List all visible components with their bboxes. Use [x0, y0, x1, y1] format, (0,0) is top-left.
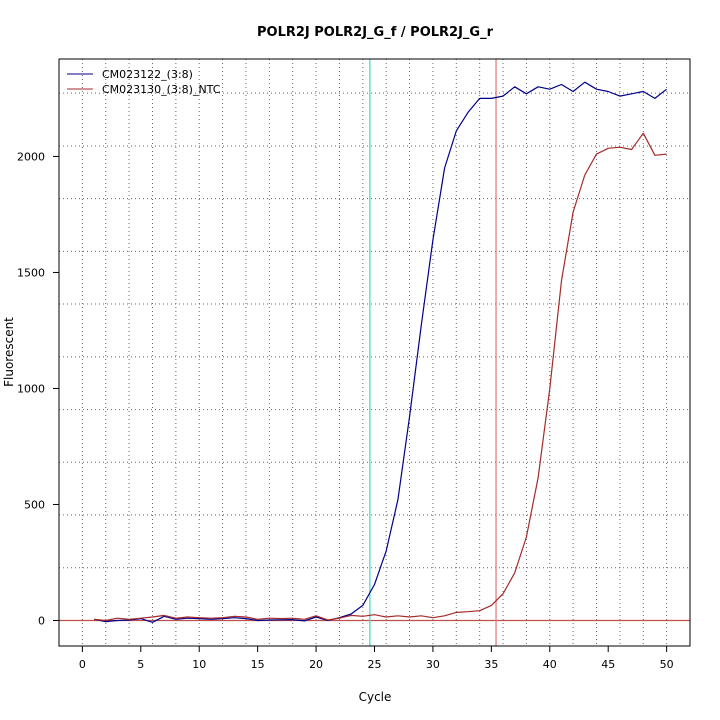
x-tick-label: 10 [192, 658, 206, 671]
y-tick-label: 0 [38, 614, 45, 627]
y-tick-label: 1500 [17, 266, 45, 279]
x-tick-label: 50 [660, 658, 674, 671]
reference-lines-layer [59, 59, 690, 646]
series-line-2 [94, 132, 667, 622]
x-tick-label: 0 [79, 658, 86, 671]
y-tick-label: 500 [24, 498, 45, 511]
x-tick-label: 35 [484, 658, 498, 671]
x-tick-label: 25 [368, 658, 382, 671]
x-axis-label: Cycle [359, 690, 392, 704]
y-tick-label: 1000 [17, 382, 45, 395]
x-tick-label: 45 [601, 658, 615, 671]
x-tick-label: 5 [137, 658, 144, 671]
x-tick-label: 40 [543, 658, 557, 671]
legend-label-series-1: CM023122_(3:8) [102, 68, 193, 81]
x-tick-label: 30 [426, 658, 440, 671]
y-axis-label: Fluorescent [2, 317, 16, 387]
y-tick-label: 2000 [17, 150, 45, 163]
x-tick-label: 20 [309, 658, 323, 671]
x-tick-label: 15 [251, 658, 265, 671]
series-line-1 [93, 81, 667, 623]
legend: CM023122_(3:8) CM023130_(3:8)_NTC [67, 68, 221, 96]
chart-title: POLR2J POLR2J_G_f / POLR2J_G_r [257, 25, 494, 40]
series-layer [93, 81, 667, 623]
legend-label-series-2: CM023130_(3:8)_NTC [102, 83, 221, 96]
